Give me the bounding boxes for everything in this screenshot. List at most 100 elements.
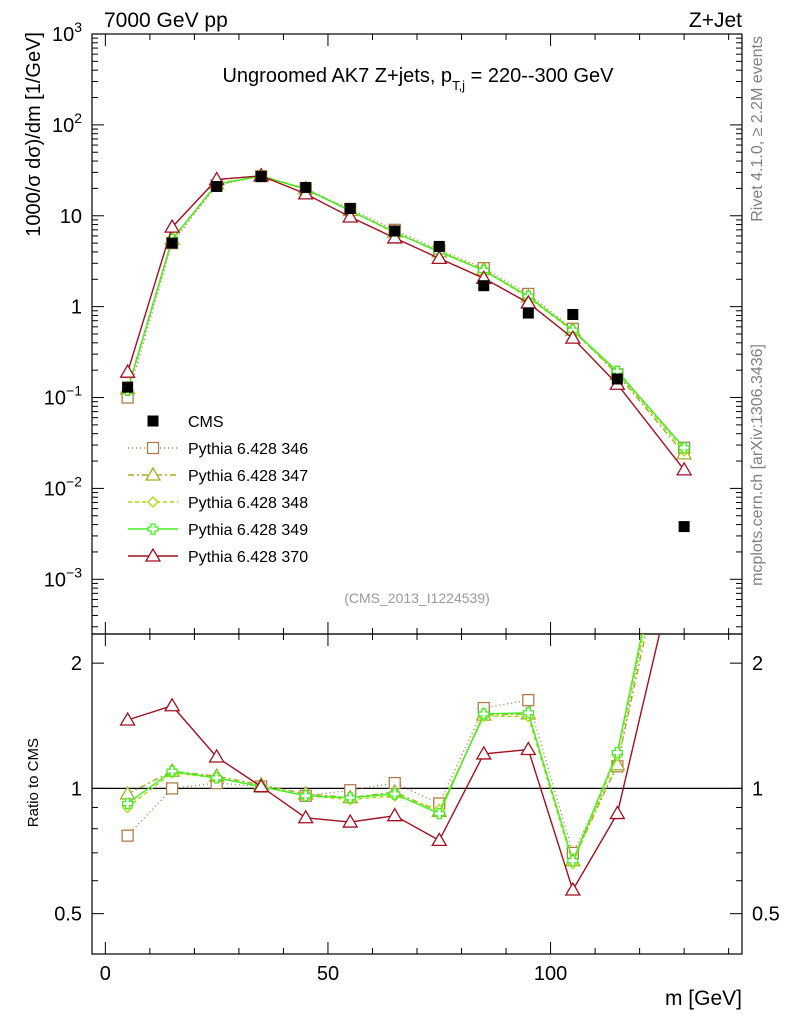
x-tick-label: 0 — [100, 963, 111, 985]
ratio-y-tick-label-right: 2 — [752, 653, 763, 675]
title-text: Ungroomed AK7 Z+jets, p — [222, 65, 452, 87]
series-point — [386, 229, 403, 244]
x-tick-label: 100 — [534, 963, 567, 985]
main-plot-title: Ungroomed AK7 Z+jets, pT,j = 220--300 Ge… — [222, 65, 614, 93]
main-plot-frame — [91, 33, 743, 635]
ratio-point — [522, 693, 535, 707]
ratio-y-tick-label-right: 1 — [752, 778, 763, 800]
legend-marker — [146, 441, 160, 455]
y-tick-label: 10 — [60, 206, 82, 228]
series-line — [126, 175, 685, 455]
legend-label: Pythia 6.428 349 — [188, 522, 308, 539]
legend-marker — [144, 466, 162, 481]
main-y-axis-label: 1000/σ dσ)/dm [1/GeV] — [23, 32, 45, 237]
ratio-line — [127, 634, 661, 892]
y-tick-label: 10−1 — [44, 383, 82, 410]
legend-marker — [144, 547, 162, 562]
ratio-point — [478, 708, 490, 720]
ratio-y-tick-label: 1 — [71, 778, 82, 800]
analysis-tag: (CMS_2013_I1224539) — [344, 590, 490, 606]
ratio-y-axis-label: Ratio to CMS — [25, 738, 42, 827]
cms-data-points — [122, 171, 690, 533]
ratio-point — [165, 782, 179, 795]
series-line — [126, 175, 685, 449]
cms-data-point — [567, 308, 579, 320]
ratio-point — [520, 741, 537, 756]
cms-data-point — [678, 521, 690, 533]
series-point — [564, 329, 581, 344]
ratio-point — [611, 746, 623, 759]
main-series-3 — [121, 170, 690, 454]
legend-cms-marker — [147, 415, 159, 427]
cms-data-point — [211, 180, 223, 192]
series-line — [126, 175, 685, 449]
ratio-series-layer — [119, 634, 661, 896]
series-point — [611, 365, 623, 377]
cms-data-point — [433, 240, 445, 252]
ratio-point — [344, 792, 356, 804]
legend-label: Pythia 6.428 346 — [188, 441, 308, 458]
ratio-point — [475, 745, 492, 760]
series-point — [164, 218, 181, 233]
ratio-point — [609, 805, 626, 820]
ratio-y-tick-label: 2 — [71, 653, 82, 675]
main-series-layer — [119, 167, 693, 533]
ratio-series-4 — [119, 634, 661, 896]
ratio-point — [433, 807, 445, 820]
ratio-point — [522, 707, 534, 719]
x-tick-label: 50 — [317, 963, 339, 985]
cms-data-point — [522, 307, 534, 319]
ratio-point — [297, 809, 314, 824]
rivet-label: Rivet 4.1.0, ≥ 2.2M events — [749, 36, 766, 222]
main-series-0 — [121, 169, 691, 454]
ratio-point — [300, 790, 312, 802]
y-tick-label: 10−3 — [44, 564, 82, 591]
ratio-point — [119, 711, 136, 726]
ratio-point — [342, 813, 359, 828]
legend-marker — [147, 496, 159, 508]
ratio-point — [121, 829, 134, 842]
ratio-point — [121, 797, 134, 810]
y-tick-label: 102 — [52, 110, 82, 137]
title-subscript: T,j — [452, 78, 465, 93]
cms-data-point — [122, 381, 134, 393]
cms-data-point — [344, 203, 356, 215]
y-tick-label: 1 — [71, 297, 82, 319]
ratio-point — [431, 832, 448, 847]
mcplots-label: mcplots.cern.ch [arXiv:1306.3436] — [749, 344, 766, 586]
ratio-point — [211, 772, 223, 784]
series-point — [119, 363, 136, 378]
legend-label: Pythia 6.428 347 — [188, 468, 308, 485]
series-point — [431, 250, 448, 264]
series-point — [675, 461, 693, 476]
legend: CMS Pythia 6.428 346 Pythia 6.428 347 Pythi… — [128, 414, 308, 566]
legend-marker — [147, 523, 159, 535]
title-tail: = 220--300 GeV — [465, 65, 614, 87]
ratio-series-1 — [119, 634, 647, 867]
cms-data-point — [389, 225, 401, 237]
ratio-axis-ticks: 2 2 1 1 0.5 0.5 0 50 100 — [54, 634, 780, 985]
ratio-point — [164, 697, 181, 712]
main-series-2 — [121, 170, 691, 457]
ratio-y-tick-label-right: 0.5 — [752, 904, 780, 926]
series-point — [342, 208, 359, 223]
cms-data-point — [255, 171, 267, 183]
ratio-point — [389, 788, 401, 800]
series-line — [126, 175, 685, 452]
ratio-point — [253, 778, 270, 793]
y-tick-label: 10−2 — [44, 473, 82, 500]
ratio-plot-frame — [91, 633, 743, 955]
ratio-y-tick-label: 0.5 — [54, 904, 82, 926]
cms-data-point — [300, 181, 312, 193]
ratio-point — [564, 881, 581, 896]
ratio-point — [166, 765, 178, 777]
series-point — [678, 442, 690, 454]
process-label: Z+Jet — [689, 9, 742, 32]
energy-label: 7000 GeV pp — [104, 9, 228, 32]
x-axis-label: m [GeV] — [665, 987, 742, 1010]
legend-label: Pythia 6.428 370 — [188, 549, 308, 566]
y-tick-label: 103 — [52, 19, 82, 46]
ratio-point — [386, 807, 403, 822]
